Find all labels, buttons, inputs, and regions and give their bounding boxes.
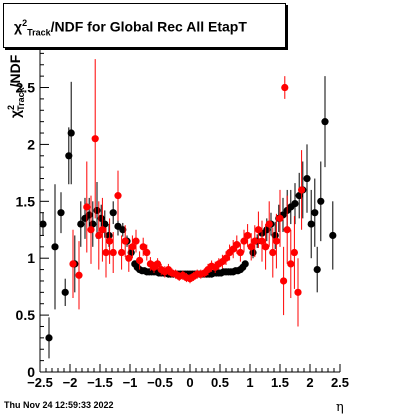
y-tick-label: 0 — [27, 364, 35, 380]
data-point — [106, 237, 114, 245]
data-point — [287, 260, 295, 268]
data-point — [67, 129, 75, 137]
data-point — [265, 220, 273, 228]
data-point — [262, 243, 270, 251]
data-point — [97, 214, 105, 222]
data-point — [281, 83, 289, 92]
data-point — [294, 288, 302, 296]
data-point — [118, 248, 126, 257]
x-tick-label: −2.5 — [27, 375, 53, 390]
data-point — [329, 231, 337, 240]
data-point — [280, 277, 288, 285]
x-tick-label: −1 — [123, 375, 138, 390]
data-point — [109, 209, 117, 217]
data-point — [240, 237, 248, 245]
y-tick-label: 1 — [27, 250, 35, 266]
timestamp: Thu Nov 24 12:59:33 2022 — [4, 400, 114, 410]
x-tick-label: 2.5 — [331, 375, 349, 390]
data-point — [121, 237, 129, 245]
data-point — [132, 237, 140, 245]
data-point — [244, 231, 252, 240]
y-tick-label: 1.5 — [16, 193, 36, 209]
data-point — [247, 243, 255, 251]
data-point — [69, 260, 77, 268]
x-tick-label: 2 — [306, 375, 313, 390]
data-point — [241, 260, 249, 268]
x-axis-label: η — [336, 400, 344, 414]
data-point — [102, 248, 110, 257]
data-point — [222, 254, 230, 262]
data-point — [91, 135, 99, 143]
data-point — [136, 256, 144, 265]
x-tick-label: 0 — [186, 375, 193, 390]
x-axis-ticks: −2.5 −2 −1.5 −1 −0.5 0 0.5 1 1.5 2 2.5 — [27, 364, 349, 390]
x-tick-label: 0.5 — [211, 375, 229, 390]
data-point — [295, 192, 303, 200]
svg-text:χ2Track/NDF: χ2Track/NDF — [6, 54, 26, 118]
data-point — [269, 248, 277, 257]
x-tick-label: −1.5 — [87, 375, 113, 390]
x-tick-label: −0.5 — [147, 375, 173, 390]
y-axis-label: χ2Track/NDF — [6, 54, 26, 118]
data-point — [307, 220, 315, 228]
chart-title: χ2Track/NDF for Global Rec All EtapT — [14, 18, 247, 38]
data-point — [51, 243, 59, 251]
data-point — [114, 192, 122, 200]
data-point — [128, 243, 136, 251]
data-point — [143, 248, 151, 257]
x-tick-label: −2 — [63, 375, 78, 390]
data-point — [77, 220, 85, 228]
data-point — [303, 174, 311, 183]
data-point — [119, 226, 127, 234]
data-point — [95, 231, 103, 240]
data-point — [93, 206, 101, 215]
data-point — [271, 231, 279, 240]
x-tick-label: 1 — [246, 375, 253, 390]
series-red-markers — [69, 59, 306, 327]
data-point — [57, 209, 65, 217]
data-point — [291, 199, 299, 208]
data-point — [290, 248, 298, 257]
data-point — [105, 231, 113, 240]
data-point — [251, 237, 259, 245]
data-point — [154, 260, 162, 268]
data-point — [283, 226, 291, 234]
series-black-markers — [39, 76, 337, 359]
title-box: χ2Track/NDF for Global Rec All EtapT — [3, 3, 286, 48]
data-point — [236, 248, 244, 257]
data-point — [311, 209, 319, 217]
data-point — [127, 248, 135, 257]
data-point — [272, 237, 280, 245]
data-point — [276, 214, 284, 222]
data-point — [75, 271, 83, 279]
data-point — [98, 226, 106, 234]
data-point — [313, 265, 321, 274]
data-point — [45, 334, 53, 342]
data-point — [65, 152, 73, 160]
data-point — [258, 237, 266, 245]
data-point — [263, 226, 271, 234]
data-point — [254, 226, 262, 234]
data-point — [321, 118, 329, 126]
data-point — [233, 240, 241, 249]
y-tick-label: 2 — [27, 136, 35, 152]
data-point — [139, 243, 147, 251]
data-point — [101, 220, 109, 228]
x-tick-label: 1.5 — [271, 375, 289, 390]
data-point — [125, 254, 133, 262]
data-point — [298, 186, 306, 194]
data-point — [61, 288, 69, 296]
y-tick-label: 0.5 — [16, 307, 36, 323]
data-point — [87, 226, 95, 234]
data-point — [109, 248, 117, 257]
data-point — [317, 197, 325, 205]
y-axis-ticks: 0 0.5 1 1.5 2 2.5 — [16, 41, 49, 380]
data-point — [83, 203, 91, 211]
y-tick-label: 2.5 — [16, 80, 36, 96]
